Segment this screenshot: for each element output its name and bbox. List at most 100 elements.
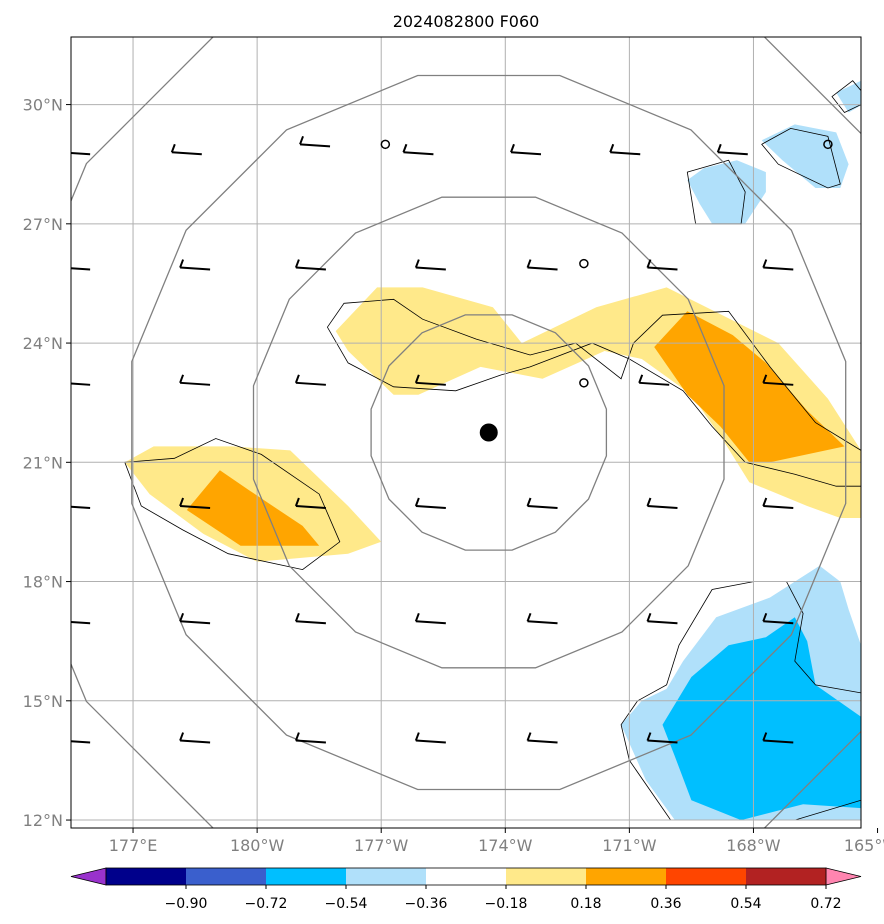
wind-barb-15 bbox=[179, 374, 211, 386]
calm-circle-3 bbox=[579, 378, 589, 388]
calm-circle-2 bbox=[579, 258, 589, 269]
range-ring-3 bbox=[71, 37, 861, 828]
plot-area: 12°N 15°N 18°N 21°N 24°N 27°N 30°N 177°E 180°W 17… bbox=[23, 36, 884, 855]
colorbar-extend-low bbox=[70, 867, 107, 886]
x-tick-label-2: 177°W bbox=[354, 836, 409, 855]
colorbar-tick-label-7: 0.54 bbox=[730, 896, 761, 912]
x-tick-label-4: 171°W bbox=[602, 836, 657, 855]
wind-barb-7 bbox=[71, 267, 91, 271]
wind-barb-16 bbox=[294, 374, 326, 386]
y-tick-label-1: 15°N bbox=[23, 692, 63, 711]
colorbar-tick-label-5: 0.18 bbox=[570, 896, 601, 912]
wind-barb-27 bbox=[71, 621, 91, 625]
colorbar-frame bbox=[105, 867, 827, 886]
wind-barb-40 bbox=[762, 732, 794, 744]
wind-barb-26 bbox=[762, 497, 794, 510]
y-tick-label-6: 30°N bbox=[23, 96, 63, 115]
wind-barb-34 bbox=[71, 740, 91, 744]
colorbar-tick-label-2: −0.54 bbox=[325, 896, 368, 912]
colorbar-tick-label-1: −0.72 bbox=[245, 896, 288, 912]
wind-barb-9 bbox=[294, 259, 326, 271]
wind-barb-19 bbox=[762, 374, 794, 386]
colorbar-tick-label-4: −0.18 bbox=[485, 896, 528, 912]
chart-title: 2024082800 F060 bbox=[393, 12, 540, 31]
contour-line-contours_4-1 bbox=[761, 127, 841, 189]
wind-barb-5 bbox=[609, 143, 641, 156]
wind-barb-36 bbox=[294, 732, 326, 744]
wind-barb-0 bbox=[71, 151, 91, 156]
colorbar-swatch-4 bbox=[426, 868, 507, 885]
wind-barb-22 bbox=[294, 497, 326, 510]
wind-barb-17 bbox=[414, 374, 446, 386]
wind-barb-39 bbox=[646, 732, 678, 744]
wind-barb-37 bbox=[414, 732, 446, 744]
wind-barb-24 bbox=[526, 497, 558, 510]
wind-barb-29 bbox=[294, 612, 326, 625]
colorbar-swatch-8 bbox=[746, 868, 827, 885]
range-ring-2 bbox=[131, 74, 847, 791]
calm-circle-1 bbox=[823, 139, 833, 150]
colorbar-swatch-3 bbox=[346, 868, 427, 885]
colorbar-extend-high bbox=[825, 867, 862, 886]
wind-barb-28 bbox=[179, 612, 211, 625]
wind-barb-3 bbox=[402, 143, 434, 156]
range-ring-1 bbox=[252, 196, 725, 669]
range-ring-0 bbox=[370, 314, 608, 551]
colorbar-swatch-2 bbox=[266, 868, 347, 885]
colorbar-swatch-6 bbox=[586, 868, 667, 885]
wind-barb-11 bbox=[526, 259, 558, 271]
contour-line-contours_2-0 bbox=[124, 438, 341, 571]
colorbar-tick-label-3: −0.36 bbox=[405, 896, 448, 912]
wind-barb-12 bbox=[646, 259, 678, 271]
colorbar-swatch-1 bbox=[186, 868, 267, 885]
wind-barb-23 bbox=[414, 497, 446, 510]
shaded-region-3 bbox=[186, 470, 320, 546]
colorbar-swatch-5 bbox=[506, 868, 587, 885]
storm-center-marker bbox=[479, 423, 498, 442]
calm-circle-0 bbox=[380, 139, 391, 150]
wind-barb-31 bbox=[526, 612, 558, 625]
shaded-region-2 bbox=[654, 311, 845, 463]
wind-barb-35 bbox=[179, 732, 211, 744]
x-tick-label-6: 165°W bbox=[844, 836, 884, 855]
shaded-region-6 bbox=[761, 124, 849, 188]
y-tick-label-4: 24°N bbox=[23, 334, 63, 353]
contour-line-contours_4-2 bbox=[831, 80, 861, 113]
y-tick-label-3: 21°N bbox=[23, 453, 63, 472]
y-tick-label-5: 27°N bbox=[23, 215, 63, 234]
wind-barb-18 bbox=[638, 374, 670, 386]
wind-barb-8 bbox=[179, 259, 211, 271]
wind-barb-10 bbox=[414, 259, 446, 271]
wind-barb-13 bbox=[762, 259, 794, 271]
y-tick-label-0: 12°N bbox=[23, 811, 63, 830]
colorbar-swatch-7 bbox=[666, 868, 747, 885]
wind-barb-14 bbox=[71, 382, 91, 386]
wind-barb-21 bbox=[179, 497, 211, 510]
wind-barb-32 bbox=[646, 612, 678, 625]
contour-line-contours_3-0 bbox=[620, 581, 861, 821]
wind-barb-38 bbox=[526, 732, 558, 744]
wind-barb-2 bbox=[299, 135, 331, 148]
wind-barb-1 bbox=[170, 143, 202, 156]
colorbar-tick-label-0: −0.90 bbox=[165, 896, 208, 912]
colorbar: −0.90 −0.72 −0.54 −0.36 −0.18 0.18 0.36 0.54 0.7… bbox=[70, 867, 862, 912]
x-tick-label-5: 168°W bbox=[726, 836, 781, 855]
contour-line-contours-0 bbox=[326, 298, 861, 487]
colorbar-tick-label-8: 0.72 bbox=[810, 896, 841, 912]
x-tick-label-3: 174°W bbox=[478, 836, 533, 855]
plot-frame bbox=[70, 36, 862, 829]
plot-content bbox=[71, 37, 861, 828]
wind-barb-4 bbox=[510, 143, 542, 156]
wind-barb-6 bbox=[716, 143, 748, 156]
wind-barb-30 bbox=[414, 612, 446, 625]
x-tick-label-1: 180°W bbox=[230, 836, 285, 855]
wind-barb-20 bbox=[71, 505, 91, 510]
shaded-region-8 bbox=[662, 617, 861, 821]
wind-barb-33 bbox=[762, 612, 794, 625]
colorbar-tick-label-6: 0.36 bbox=[650, 896, 681, 912]
x-tick-label-0: 177°E bbox=[109, 836, 158, 855]
colorbar-swatch-0 bbox=[106, 868, 187, 885]
shaded-region-5 bbox=[687, 160, 766, 224]
contour-line-contours_4-0 bbox=[686, 159, 746, 225]
